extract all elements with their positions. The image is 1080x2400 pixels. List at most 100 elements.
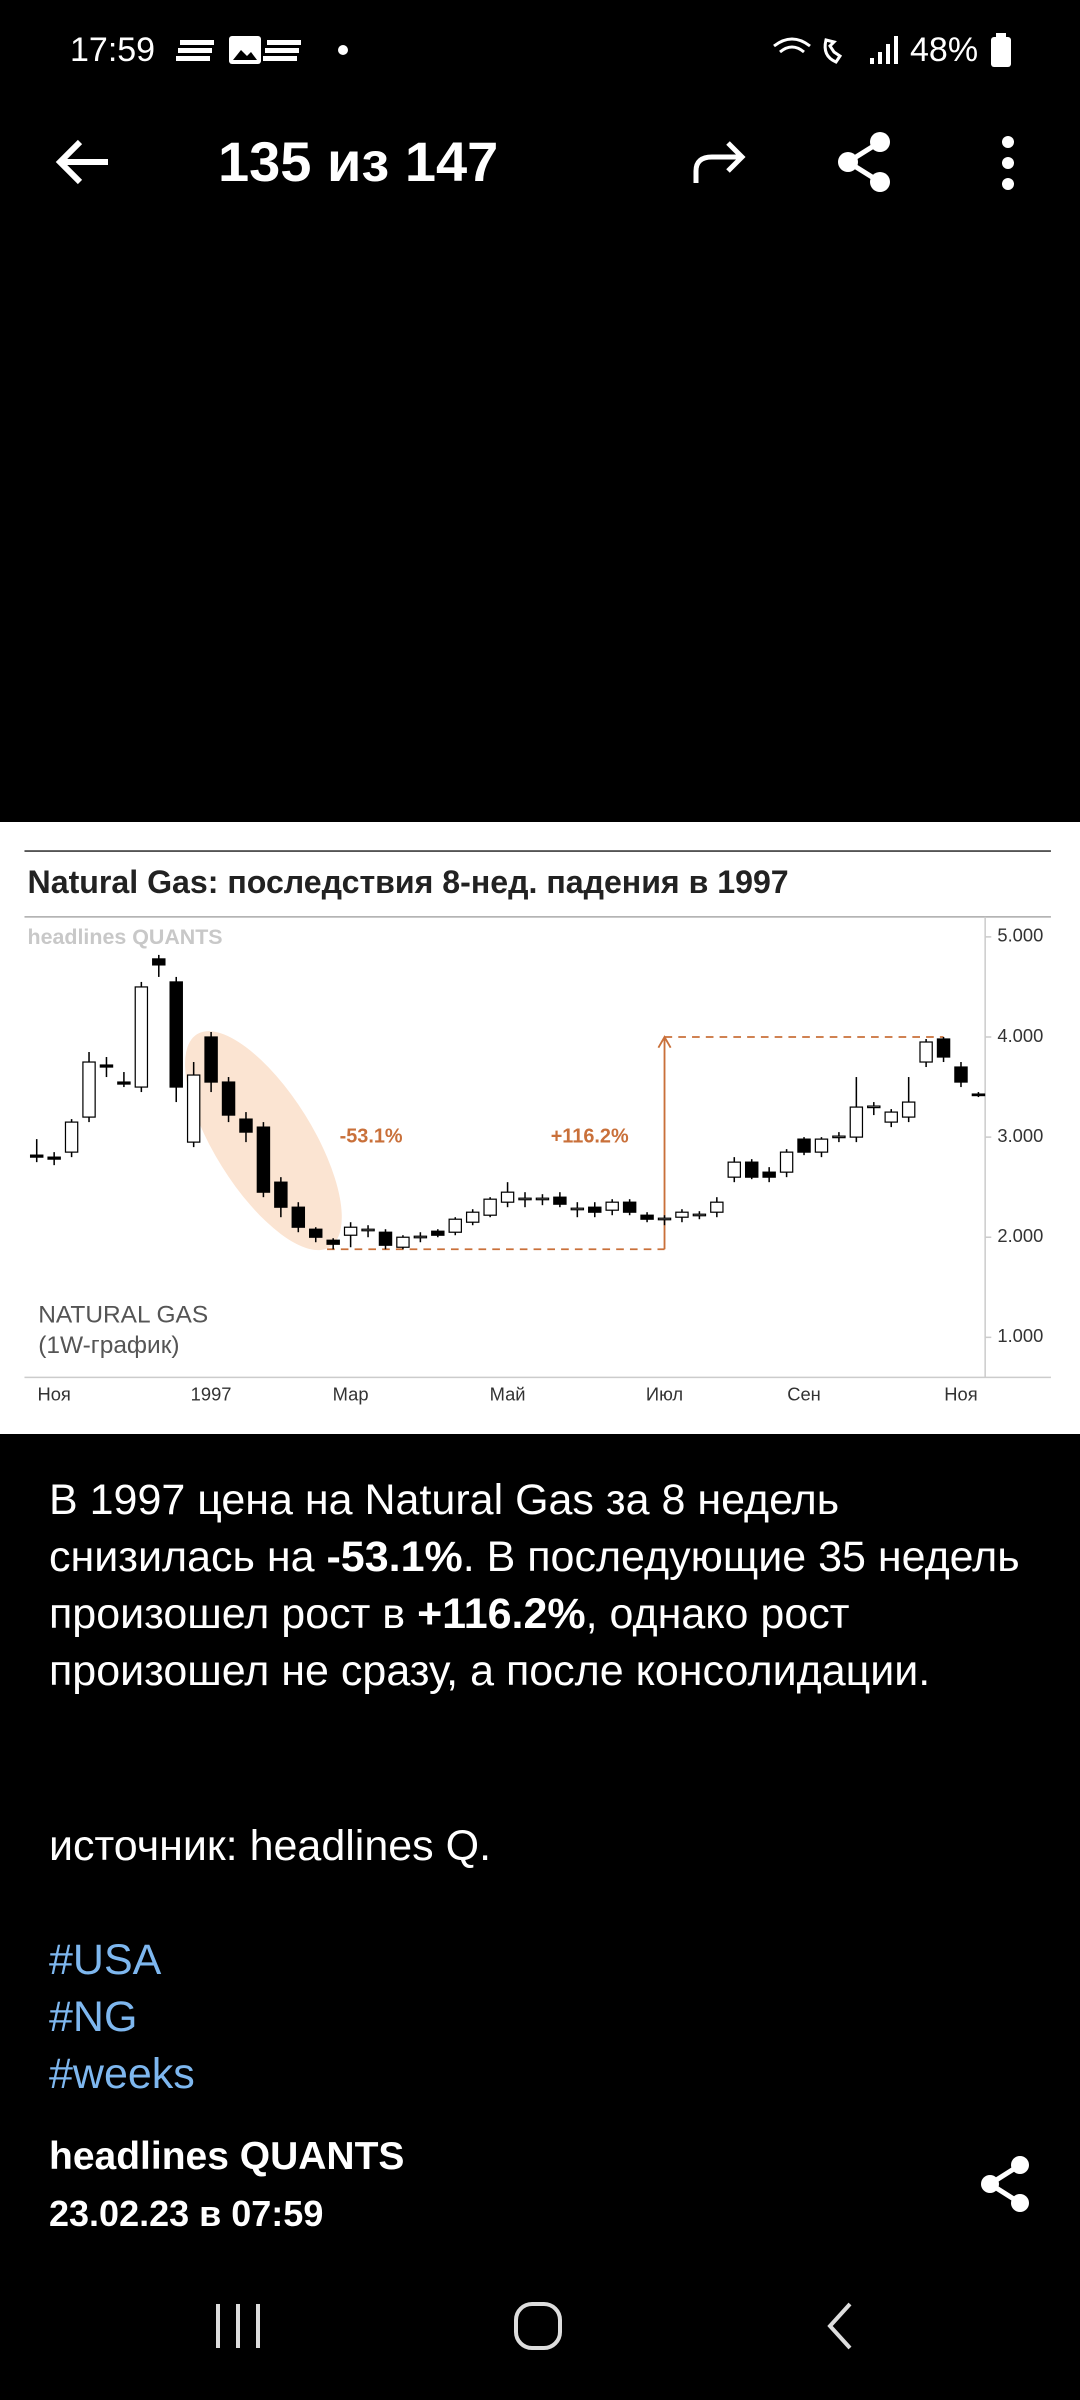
candle-body	[274, 1181, 288, 1208]
candle-body	[204, 1036, 218, 1083]
candle-body	[47, 1156, 61, 1160]
share-button[interactable]	[836, 130, 894, 194]
candle-body	[239, 1118, 253, 1133]
nav-recents[interactable]	[210, 2300, 266, 2352]
status-notification-icons	[176, 36, 348, 64]
candle-body	[605, 1201, 619, 1211]
candle-body	[727, 1161, 742, 1178]
status-time: 17:59	[70, 31, 156, 69]
nav-back[interactable]	[820, 2300, 860, 2354]
candle-body	[710, 1201, 724, 1213]
toolbar-title: 135 из 147	[218, 130, 499, 193]
candle-body	[762, 1171, 776, 1178]
x-tick-label: Май	[490, 1384, 526, 1405]
rise-arrow-head	[657, 1035, 672, 1049]
post-date: 23.02.23 в 07:59	[49, 2193, 324, 2234]
rise-annotation: +116.2%	[551, 1125, 629, 1147]
candle-body	[291, 1206, 306, 1228]
hashtag[interactable]: #weeks	[49, 2050, 195, 2098]
candle-body	[675, 1211, 689, 1218]
x-tick-label: Июл	[646, 1384, 683, 1405]
hashtag[interactable]: #NG	[49, 1993, 138, 2041]
x-tick-label: Ноя	[37, 1384, 70, 1405]
chart-background	[0, 822, 1080, 1434]
candle-body	[29, 1154, 44, 1158]
post-text: В 1997 цена на Natural Gas за 8 недель с…	[49, 1472, 1039, 1700]
candle-body	[814, 1138, 829, 1153]
candle-body	[169, 981, 183, 1088]
post-text-segment: В 1997 цена на Natural Gas за 8 недель с…	[49, 1476, 840, 1581]
candle-body	[152, 958, 166, 966]
y-tick-label: 5.000	[997, 925, 1043, 946]
forward-button[interactable]	[690, 135, 750, 189]
candle-body	[82, 1061, 96, 1118]
status-battery: 48%	[910, 31, 979, 69]
battery-icon	[991, 33, 1011, 67]
post-text-bold: +116.2%	[417, 1590, 586, 1638]
candle-body	[570, 1207, 585, 1211]
hashtag[interactable]: #USA	[49, 1936, 162, 1984]
candle-body	[413, 1235, 428, 1239]
candle-body	[936, 1038, 951, 1058]
candle-body	[186, 1074, 201, 1143]
candle-body	[117, 1081, 131, 1085]
candle-body	[465, 1211, 480, 1223]
candle-body	[326, 1239, 340, 1245]
candle-body	[919, 1041, 933, 1063]
post-source: источник: headlines Q.	[49, 1822, 492, 1870]
post-text-segment: , однако рост произошел не сразу, а посл…	[49, 1590, 931, 1695]
candle-body	[396, 1236, 410, 1248]
candle-body	[221, 1081, 236, 1116]
candle-body	[535, 1197, 550, 1201]
candle-body	[884, 1111, 898, 1123]
candle-body	[518, 1197, 532, 1201]
more-button[interactable]	[996, 134, 1020, 192]
status-signal-icons	[773, 36, 898, 64]
candle-body	[779, 1151, 794, 1173]
candle-body	[971, 1093, 986, 1097]
y-tick-label: 4.000	[997, 1025, 1043, 1046]
candle-body	[99, 1064, 114, 1068]
candle-body	[256, 1126, 271, 1193]
watermark: headlines QUANTS	[28, 925, 223, 949]
post-author: headlines QUANTS	[49, 2135, 405, 2178]
candle-body	[378, 1231, 393, 1246]
y-tick-label: 1.000	[997, 1325, 1043, 1346]
x-tick-label: Мар	[333, 1384, 369, 1405]
candle-body	[553, 1196, 567, 1205]
candle-body	[309, 1228, 323, 1238]
candle-body	[448, 1218, 462, 1233]
x-tick-label: 1997	[191, 1384, 232, 1405]
candle-body	[849, 1106, 864, 1138]
chart-title: Natural Gas: последствия 8-нед. падения …	[28, 864, 789, 900]
candle-body	[64, 1121, 79, 1153]
candle-body	[500, 1191, 515, 1203]
y-tick-label: 3.000	[997, 1125, 1043, 1146]
candle-body	[954, 1066, 968, 1083]
candle-body	[797, 1138, 811, 1153]
decline-annotation: -53.1%	[340, 1125, 403, 1147]
candle-body	[483, 1198, 497, 1216]
chart: Natural Gas: последствия 8-нед. падения …	[0, 822, 1080, 1434]
candle-body	[343, 1226, 358, 1236]
x-tick-label: Ноя	[944, 1384, 977, 1405]
candle-body	[361, 1228, 375, 1232]
candle-body	[431, 1230, 445, 1236]
post-share-button[interactable]	[978, 2154, 1034, 2214]
candle-body	[832, 1135, 846, 1139]
back-button[interactable]	[52, 130, 116, 194]
candle-body	[692, 1213, 707, 1217]
candle-body	[901, 1101, 916, 1118]
nav-home[interactable]	[512, 2300, 566, 2354]
candle-body	[744, 1161, 759, 1178]
series-sublabel: (1W-график)	[38, 1332, 179, 1359]
post-text-segment: . В последующие 35 недель произошел рост…	[49, 1533, 1020, 1638]
candle-body	[134, 986, 149, 1088]
y-tick-label: 2.000	[997, 1225, 1043, 1246]
candle-body	[657, 1217, 672, 1221]
hashtags: #USA #NG #weeks	[49, 1932, 195, 2103]
post-text-bold: -53.1%	[326, 1533, 463, 1581]
x-tick-label: Сен	[787, 1384, 821, 1405]
candle-body	[588, 1206, 602, 1213]
